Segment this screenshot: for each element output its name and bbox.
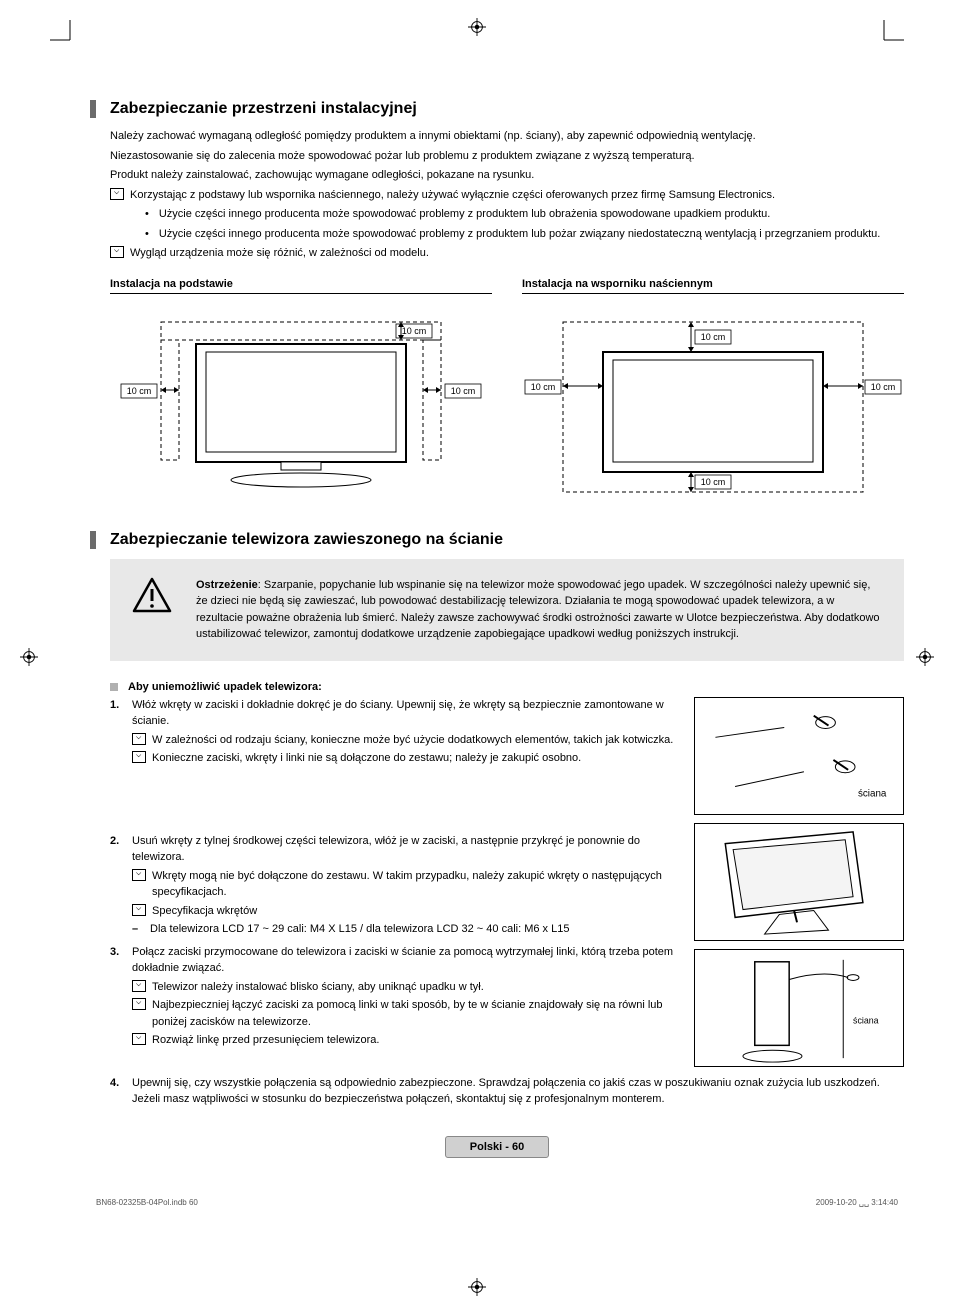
step4-text: Upewnij się, czy wszystkie połączenia są… [132,1077,880,1106]
label-10cm: 10 cm [871,382,896,392]
label-10cm: 10 cm [701,332,726,342]
section1-header: Zabezpieczanie przestrzeni instalacyjnej [90,100,904,118]
label-10cm: 10 cm [402,326,427,336]
label-10cm: 10 cm [451,386,476,396]
step3-note2: Najbezpieczniej łączyć zaciski za pomocą… [152,997,680,1030]
page-content: Zabezpieczanie przestrzeni instalacyjnej… [0,0,954,1247]
section2-header: Zabezpieczanie telewizora zawieszonego n… [90,531,904,549]
note-icon [110,246,124,258]
label-10cm: 10 cm [127,386,152,396]
note-icon [132,751,146,763]
section1-note2: Wygląd urządzenia może się różnić, w zal… [110,245,904,262]
step2-note2: Specyfikacja wkrętów [152,903,257,920]
page-footer-badge: Polski - 60 [445,1136,549,1158]
diagram-wall: Instalacja na wsporniku naściennym 10 cm… [522,278,904,507]
section1-para1: Należy zachować wymaganą odległość pomię… [110,128,904,145]
step1-note1: W zależności od rodzaju ściany, konieczn… [152,732,673,749]
bullet-icon: • [145,226,149,243]
dash-icon: – [132,921,150,938]
step2-note1: Wkręty mogą nie być dołączone do zestawu… [152,868,680,901]
section-bar-icon [90,531,96,549]
section2-title: Zabezpieczanie telewizora zawieszonego n… [110,531,503,549]
fig1-wall-label: ściana [858,788,887,799]
diagram-stand-title: Instalacja na podstawie [110,278,492,294]
step3-note3: Rozwiąż linkę przed przesunięciem telewi… [152,1032,379,1049]
section1-bullet1: • Użycie części innego producenta może s… [145,206,904,223]
registration-mark-bottom [468,1278,486,1296]
bullet-icon: • [145,206,149,223]
note-text: Wygląd urządzenia może się różnić, w zal… [130,245,429,262]
figures-column: ściana ściana [694,697,904,1075]
section1-para3: Produkt należy zainstalować, zachowując … [110,167,904,184]
section1-para2: Niezastosowanie się do zalecenia może sp… [110,148,904,165]
warning-icon [132,577,172,613]
diagrams-row: Instalacja na podstawie 10 cm 10 cm 10 c… [110,278,904,507]
step3-text: Połącz zaciski przymocowane do telewizor… [132,946,673,975]
note-icon [132,1033,146,1045]
step-1: Włóż wkręty w zaciski i dokładnie dokręć… [110,697,680,827]
bullet-text: Użycie części innego producenta może spo… [159,226,880,243]
diagram-stand-svg: 10 cm 10 cm 10 cm [110,302,492,502]
warning-box: Ostrzeżenie: Szarpanie, popychanie lub w… [110,559,904,661]
steps-list-continued: Upewnij się, czy wszystkie połączenia są… [110,1075,904,1108]
steps-column: Włóż wkręty w zaciski i dokładnie dokręć… [110,697,680,1075]
figure-3: ściana [694,949,904,1067]
warning-label: Ostrzeżenie [196,579,258,591]
diagram-wall-title: Instalacja na wsporniku naściennym [522,278,904,294]
label-10cm: 10 cm [701,477,726,487]
diagram-stand: Instalacja na podstawie 10 cm 10 cm 10 c… [110,278,492,507]
footer-row: BN68-02325B-04Pol.indb 60 2009-10-20 ␣␣ … [90,1198,904,1207]
section1-bullet2: • Użycie części innego producenta może s… [145,226,904,243]
steps-and-figures: Włóż wkręty w zaciski i dokładnie dokręć… [110,697,904,1075]
footer-right: 2009-10-20 ␣␣ 3:14:40 [816,1198,898,1207]
bullet-text: Użycie części innego producenta może spo… [159,206,770,223]
section1-title: Zabezpieczanie przestrzeni instalacyjnej [110,100,417,118]
prevent-heading: Aby uniemożliwić upadek telewizora: [128,681,322,693]
note-icon [132,869,146,881]
figure-2 [694,823,904,941]
figure-1: ściana [694,697,904,815]
label-10cm: 10 cm [531,382,556,392]
note-icon [132,980,146,992]
section1-note1: Korzystając z podstawy lub wspornika naś… [110,187,904,204]
prevent-heading-row: Aby uniemożliwić upadek telewizora: [110,681,904,693]
step-3: Połącz zaciski przymocowane do telewizor… [110,944,680,1049]
steps-list: Włóż wkręty w zaciski i dokładnie dokręć… [110,697,680,1049]
step3-note1: Telewizor należy instalować blisko ścian… [152,979,484,996]
step2-text: Usuń wkręty z tylnej środkowej części te… [132,835,640,864]
section-bar-icon [90,100,96,118]
note-icon [132,733,146,745]
note-icon [132,998,146,1010]
step1-note2: Konieczne zaciski, wkręty i linki nie są… [152,750,581,767]
warning-body: : Szarpanie, popychanie lub wspinanie si… [196,579,880,641]
diagram-wall-svg: 10 cm 10 cm 10 cm 10 cm [522,302,904,502]
footer-left: BN68-02325B-04Pol.indb 60 [96,1198,198,1207]
square-icon [110,683,118,691]
note-icon [132,904,146,916]
fig3-wall-label: ściana [853,1015,879,1025]
step2-dash: Dla telewizora LCD 17 ~ 29 cali: M4 X L1… [150,921,569,938]
note-text: Korzystając z podstawy lub wspornika naś… [130,187,775,204]
note-icon [110,188,124,200]
step1-text: Włóż wkręty w zaciski i dokładnie dokręć… [132,699,664,728]
step-4: Upewnij się, czy wszystkie połączenia są… [110,1075,904,1108]
step-2: Usuń wkręty z tylnej środkowej części te… [110,833,680,938]
warning-text: Ostrzeżenie: Szarpanie, popychanie lub w… [196,577,882,643]
